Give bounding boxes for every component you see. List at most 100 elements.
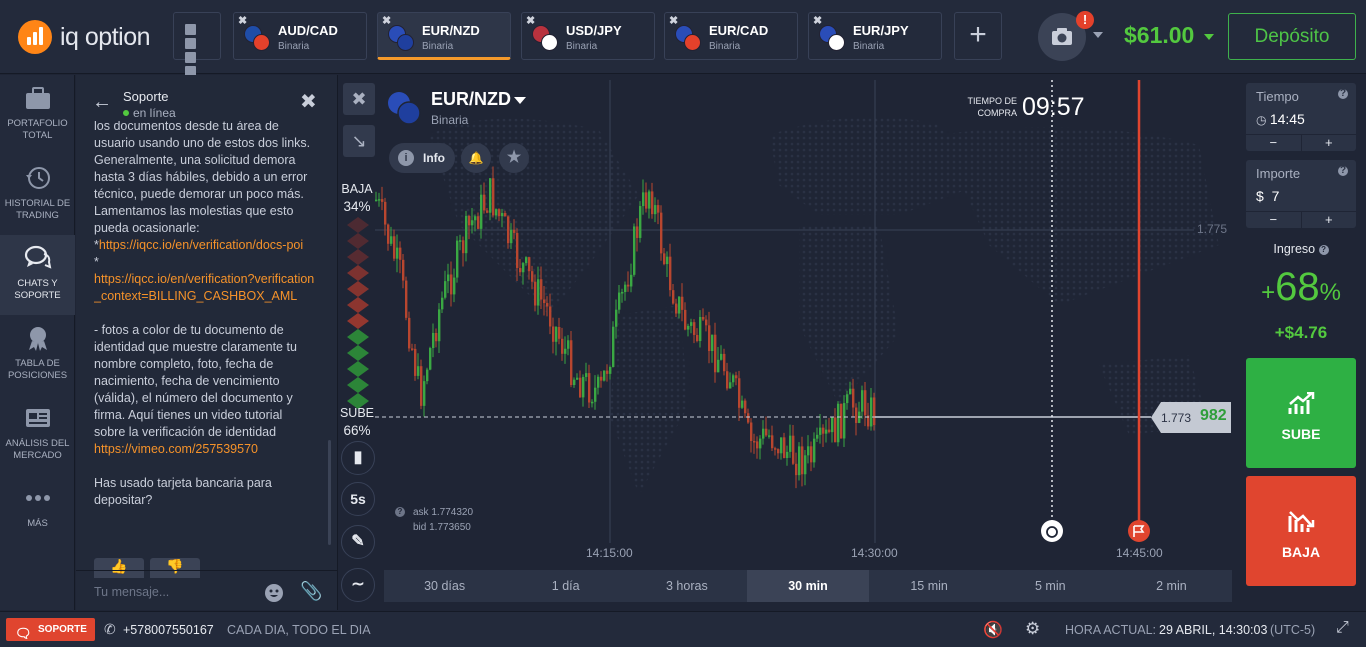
collapse-icon[interactable]: ↘ — [343, 125, 375, 157]
amount-minus-button[interactable]: − — [1269, 212, 1278, 227]
deposit-button[interactable]: Depósito — [1228, 13, 1356, 60]
candle-body — [714, 334, 717, 373]
candle-body — [477, 216, 480, 229]
help-icon[interactable]: ? — [395, 507, 405, 517]
timeframe-option[interactable]: 30 días — [424, 579, 466, 593]
balance[interactable]: $61.00 — [1124, 22, 1195, 48]
candle-body — [492, 178, 495, 216]
close-tab-icon[interactable]: ✖ — [382, 15, 392, 27]
x-axis-label: 14:45:00 — [1116, 546, 1163, 560]
asset-tab[interactable]: ✖ EUR/NZD Binaria — [377, 12, 511, 60]
close-tab-icon[interactable]: ✖ — [813, 15, 823, 27]
star-icon[interactable]: ★ — [499, 143, 529, 173]
candle-body — [849, 388, 852, 395]
nav-leaderboard[interactable]: TABLA DE POSICIONES — [0, 315, 75, 395]
chat-link[interactable]: https://iqcc.io/en/verification/docs-poi — [98, 238, 304, 252]
attach-icon[interactable]: 📎 — [300, 581, 323, 601]
all-assets-grid-button[interactable] — [173, 12, 221, 77]
candle-body — [465, 215, 468, 254]
sell-button[interactable]: BAJA — [1246, 476, 1356, 586]
candle-body — [408, 317, 411, 349]
bell-icon[interactable]: 🔔 — [461, 143, 491, 173]
asset-tab[interactable]: ✖ AUD/CAD Binaria — [233, 12, 367, 60]
emoji-icon[interactable] — [265, 584, 283, 602]
time-plus-button[interactable]: + — [1300, 135, 1357, 151]
purchase-timer: 09:57 — [1022, 93, 1085, 121]
timeframe-option[interactable]: 5 min — [1034, 579, 1066, 593]
candle-body — [489, 178, 492, 213]
timeframe-option[interactable]: 2 min — [1156, 579, 1187, 593]
balance-chevron-icon[interactable] — [1204, 34, 1214, 40]
timeframe-option[interactable]: 30 min — [747, 570, 869, 602]
price-chart[interactable] — [339, 75, 1244, 610]
nav-more[interactable]: MÁS — [0, 475, 75, 555]
logo[interactable]: iq option — [18, 20, 151, 54]
candle-body — [795, 463, 798, 476]
baja-percent: 34% — [343, 199, 371, 214]
candle-body — [531, 271, 534, 282]
chat-messages[interactable]: los documentos desde tu área de usuario … — [94, 121, 316, 570]
chevron-down-icon[interactable] — [1093, 32, 1103, 38]
amount-input[interactable]: $ 7 — [1256, 188, 1279, 204]
nav-label: HISTORIAL DE TRADING — [4, 198, 71, 221]
timeframe-option[interactable]: 1 día — [551, 579, 580, 593]
sound-off-icon[interactable]: 🔇 — [983, 622, 1003, 639]
add-tab-button[interactable]: + — [954, 12, 1002, 60]
message-input[interactable]: Tu mensaje... — [94, 585, 170, 599]
help-icon[interactable]: ? — [1338, 88, 1348, 99]
candle-body — [648, 191, 651, 209]
nav-label: ANÁLISIS DEL MERCADO — [5, 438, 70, 461]
asset-tab[interactable]: ✖ EUR/JPY Binaria — [808, 12, 942, 60]
asset-tab[interactable]: ✖ EUR/CAD Binaria — [664, 12, 798, 60]
chat-link[interactable]: https://vimeo.com/257539570 — [94, 442, 258, 456]
asset-tab[interactable]: ✖ USD/JPY Binaria — [521, 12, 655, 60]
fullscreen-icon[interactable]: ⤢ — [1336, 619, 1349, 636]
chart-area[interactable]: ✖ ↘ EUR/NZD Binaria i Info 🔔 ★ TIEMPO DE… — [339, 75, 1244, 610]
candle-body — [639, 206, 642, 238]
sentiment-chevron — [347, 265, 369, 281]
nav-history[interactable]: HISTORIAL DE TRADING — [0, 155, 75, 235]
support-button[interactable]: 🗨 SOPORTE — [6, 618, 95, 641]
candle-interval-button[interactable]: 5s — [341, 482, 375, 516]
candle-body — [420, 366, 423, 406]
candle-body — [558, 327, 561, 339]
amount-box[interactable]: Importe ? $ 7 − + — [1246, 160, 1356, 228]
candles-type-icon[interactable]: ▮ — [341, 441, 375, 475]
indicators-icon[interactable]: ∼ — [341, 568, 375, 602]
nav-label: PORTAFOLIO TOTAL — [7, 118, 68, 141]
close-icon[interactable]: ✖ — [300, 91, 317, 113]
trend-up-icon — [1288, 392, 1315, 414]
sentiment-chevron — [347, 313, 369, 329]
candle-body — [642, 192, 645, 207]
back-arrow-icon[interactable]: ← — [92, 91, 112, 113]
close-tab-icon[interactable]: ✖ — [238, 15, 248, 27]
close-chart-button[interactable]: ✖ — [343, 83, 375, 115]
gear-icon[interactable]: ⚙ — [1025, 619, 1041, 638]
chevron-down-icon[interactable] — [514, 97, 526, 104]
candle-body — [765, 428, 768, 436]
chat-link[interactable]: https://iqcc.io/en/verification?verifica… — [94, 272, 315, 303]
help-icon[interactable]: ? — [1318, 245, 1329, 255]
nav-market-analysis[interactable]: ANÁLISIS DEL MERCADO — [0, 395, 75, 475]
world-map-background — [429, 117, 1219, 495]
chat-scrollbar[interactable] — [328, 440, 331, 545]
close-tab-icon[interactable]: ✖ — [526, 15, 536, 27]
close-tab-icon[interactable]: ✖ — [669, 15, 679, 27]
nav-chat-support[interactable]: CHATS Y SOPORTE — [0, 235, 75, 315]
candle-body — [843, 403, 846, 439]
buy-button[interactable]: SUBE — [1246, 358, 1356, 468]
expiry-time-box[interactable]: Tiempo ? ◷ 14:45 − + — [1246, 83, 1356, 151]
asset-name[interactable]: EUR/NZD — [431, 89, 511, 109]
candle-body — [837, 403, 840, 443]
candle-body — [651, 191, 654, 215]
nav-portfolio[interactable]: PORTAFOLIO TOTAL — [0, 75, 75, 155]
time-value[interactable]: ◷ 14:45 — [1256, 111, 1305, 127]
amount-stepper: − + — [1246, 211, 1356, 228]
timeframe-option[interactable]: 15 min — [910, 579, 948, 593]
pencil-icon[interactable]: ✎ — [341, 525, 375, 559]
amount-plus-button[interactable]: + — [1300, 212, 1357, 228]
timeframe-option[interactable]: 3 horas — [666, 579, 708, 593]
time-minus-button[interactable]: − — [1269, 135, 1278, 150]
info-button[interactable]: i Info — [389, 143, 455, 173]
help-icon[interactable]: ? — [1338, 165, 1348, 176]
